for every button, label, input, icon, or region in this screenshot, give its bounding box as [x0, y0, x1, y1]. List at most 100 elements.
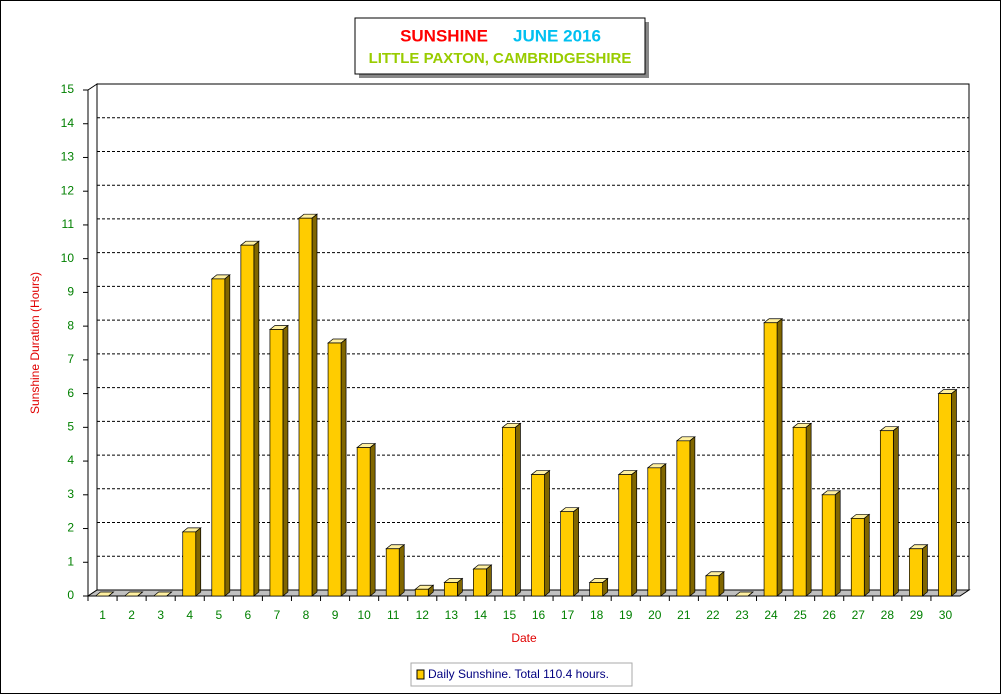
bar-side: [689, 436, 696, 597]
bar-side: [137, 591, 143, 597]
bar-side: [922, 544, 928, 597]
bar-side: [253, 240, 260, 597]
y-tick-label: 6: [67, 386, 74, 400]
x-tick-label: 9: [332, 608, 339, 622]
bar: [705, 575, 720, 597]
bar: [531, 474, 545, 597]
x-tick-label: 26: [823, 608, 837, 622]
bar: [821, 494, 836, 597]
y-axis-title: Sunshine Duration (Hours): [28, 272, 42, 414]
x-tick-label: 7: [274, 608, 281, 622]
bar-side: [892, 425, 899, 597]
y-tick-label: 11: [62, 217, 75, 231]
bar-side: [544, 469, 550, 597]
x-axis-title: Date: [511, 631, 537, 645]
bar: [211, 278, 226, 597]
x-tick-label: 8: [303, 608, 310, 622]
bar: [298, 217, 313, 597]
bar: [414, 588, 429, 597]
bar-side: [776, 318, 783, 597]
title-box: [354, 17, 646, 75]
bar-side: [311, 213, 318, 597]
x-tick-label: 28: [881, 608, 895, 622]
y-tick-label: 8: [67, 318, 74, 332]
x-tick-label: 29: [910, 608, 924, 622]
bar-side: [166, 591, 172, 597]
x-tick-label: 1: [99, 608, 106, 622]
y-tick-label: 9: [67, 285, 74, 299]
y-tick-label: 13: [61, 150, 75, 164]
x-tick-label: 12: [416, 608, 430, 622]
y-tick-label: 14: [61, 116, 75, 130]
x-tick-label: 17: [561, 608, 575, 622]
bar: [385, 548, 400, 597]
x-tick-label: 19: [619, 608, 633, 622]
y-tick-label: 7: [67, 352, 74, 366]
x-tick-label: 30: [939, 608, 953, 622]
bar: [473, 568, 487, 597]
y-tick-label: 10: [61, 251, 75, 265]
bar-side: [834, 490, 841, 597]
bar: [909, 548, 923, 597]
bar-side: [224, 274, 231, 597]
x-tick-label: 6: [245, 608, 252, 622]
x-tick-label: 13: [445, 608, 459, 622]
bar: [792, 426, 807, 597]
x-tick-label: 20: [648, 608, 662, 622]
bar-side: [195, 527, 202, 597]
y-tick-label: 4: [67, 453, 74, 467]
x-tick-label: 10: [357, 608, 371, 622]
x-tick-label: 24: [764, 608, 778, 622]
chart-title: SUNSHINE: [400, 26, 488, 45]
bar: [560, 511, 574, 597]
legend: [410, 662, 633, 687]
bar-side: [747, 591, 754, 597]
y-tick-label: 0: [67, 588, 74, 602]
legend-swatch: [416, 669, 425, 680]
bar-side: [863, 513, 870, 597]
bar: [763, 322, 778, 597]
bar: [502, 426, 516, 597]
y-tick-label: 1: [67, 554, 74, 568]
y-tick-label: 3: [67, 487, 74, 501]
bar: [327, 342, 342, 597]
chart-title-period: JUNE 2016: [513, 26, 601, 45]
chart-subtitle: LITTLE PAXTON, CAMBRIDGESHIRE: [369, 50, 632, 67]
bar-side: [631, 469, 638, 597]
bar: [850, 518, 865, 597]
x-tick-label: 21: [677, 608, 691, 622]
bar-side: [951, 388, 957, 597]
bar-side: [108, 591, 114, 597]
x-tick-label: 22: [706, 608, 720, 622]
bar-side: [515, 422, 521, 597]
x-tick-label: 11: [387, 608, 400, 622]
x-tick-label: 15: [503, 608, 517, 622]
bar: [879, 430, 894, 597]
bar-side: [573, 506, 579, 597]
bar-side: [398, 544, 405, 597]
x-tick-label: 16: [532, 608, 546, 622]
x-tick-label: 3: [157, 608, 164, 622]
legend-label: Daily Sunshine. Total 110.4 hours.: [428, 667, 609, 681]
y-tick-label: 12: [61, 183, 75, 197]
x-tick-label: 27: [852, 608, 866, 622]
bar: [589, 582, 604, 597]
bar-side: [660, 463, 667, 597]
x-tick-label: 23: [735, 608, 749, 622]
x-tick-label: 4: [186, 608, 193, 622]
bar: [618, 474, 633, 597]
bar-side: [486, 564, 492, 597]
bar: [676, 440, 691, 597]
y-tick-label: 15: [61, 82, 75, 96]
bar: [938, 393, 952, 597]
y-tick-label: 2: [67, 521, 74, 535]
side-wall: [87, 83, 98, 597]
y-tick-label: 5: [67, 420, 74, 434]
x-tick-label: 25: [793, 608, 807, 622]
x-tick-label: 18: [590, 608, 604, 622]
bar: [356, 447, 371, 597]
bar-side: [805, 422, 812, 597]
bar: [443, 582, 458, 597]
x-tick-label: 14: [474, 608, 488, 622]
